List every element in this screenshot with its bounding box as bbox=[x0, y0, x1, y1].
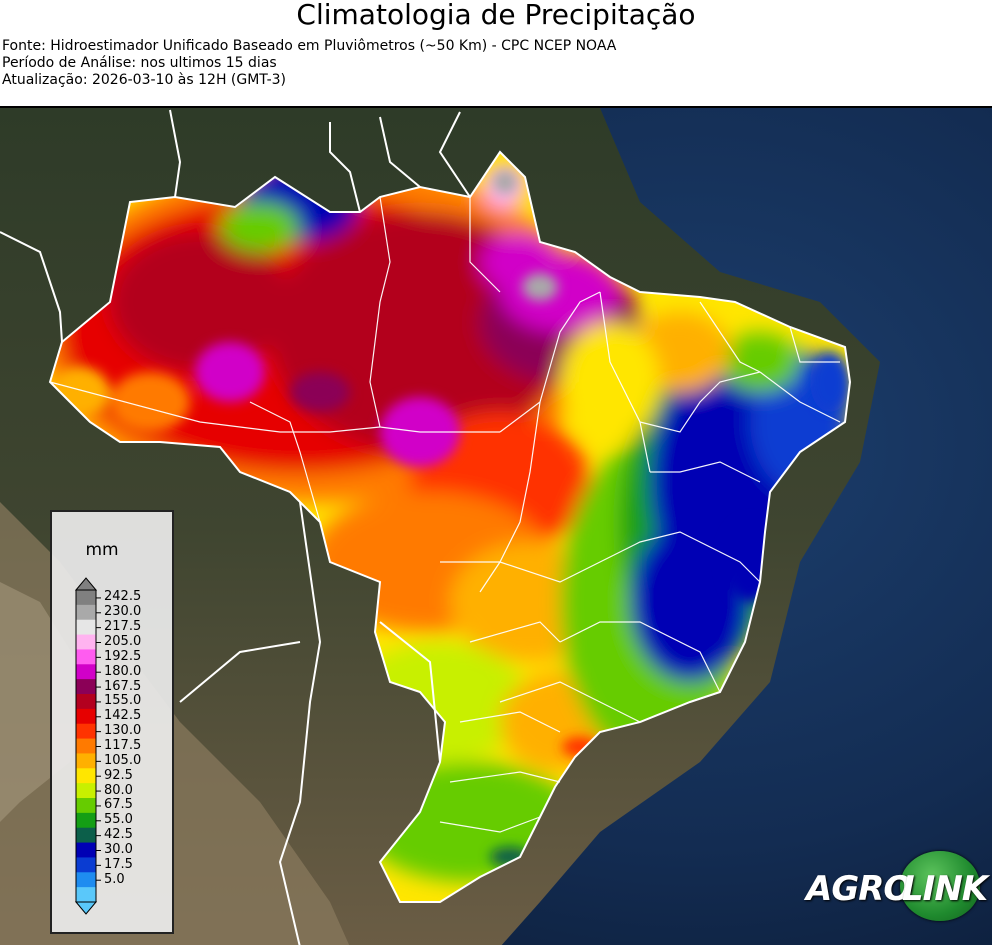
colorbar-tick-label: 155.0 bbox=[104, 693, 142, 709]
colorbar-top-arrow bbox=[74, 577, 98, 591]
colorbar-segment bbox=[76, 887, 96, 903]
colorbar-tick-label: 67.5 bbox=[104, 797, 133, 813]
colorbar-segment bbox=[76, 783, 96, 799]
colorbar-segment bbox=[76, 679, 96, 695]
colorbar-tick-label: 17.5 bbox=[104, 856, 133, 872]
colorbar-tick-label: 117.5 bbox=[104, 738, 142, 753]
colorbar-segment bbox=[76, 708, 96, 725]
period-text: Período de Análise: nos ultimos 15 dias bbox=[2, 55, 277, 71]
colorbar-tick-label: 242.5 bbox=[104, 589, 142, 605]
colorbar-tick-label: 42.5 bbox=[104, 827, 133, 843]
colorbar-segment bbox=[76, 753, 96, 769]
map-canvas bbox=[0, 108, 992, 945]
colorbar-tick-label: 80.0 bbox=[104, 782, 133, 798]
legend-unit-label: mm bbox=[85, 540, 119, 560]
colorbar-segment bbox=[76, 857, 96, 873]
colorbar-segment bbox=[76, 738, 96, 754]
boundary-lines bbox=[0, 109, 852, 945]
colorbar-segment bbox=[76, 634, 96, 650]
colorbar-segment bbox=[76, 872, 96, 888]
colorbar-tick-label: 130.0 bbox=[104, 723, 142, 739]
logo-circle-icon bbox=[900, 851, 980, 921]
colorbar-segment bbox=[76, 842, 96, 858]
colorbar-legend: mm 242.5 230.0 217.5 205.0 192.5 180.0 167.5 15… bbox=[50, 510, 174, 934]
update-text: Atualização: 2026-03-10 às 12H (GMT-3) bbox=[2, 72, 286, 88]
colorbar-tick-label: 92.5 bbox=[104, 767, 133, 783]
colorbar-segment bbox=[76, 694, 96, 710]
colorbar-tick-label: 55.0 bbox=[104, 812, 133, 828]
colorbar-tick-label: 205.0 bbox=[104, 634, 142, 649]
colorbar-segment bbox=[76, 649, 96, 665]
logo-text-link: LINK bbox=[902, 869, 988, 909]
colorbar-segment bbox=[76, 812, 96, 829]
colorbar-segment bbox=[76, 827, 96, 844]
agrolink-logo: AGRO LINK bbox=[806, 851, 988, 921]
colorbar bbox=[74, 577, 101, 915]
colorbar-segment bbox=[76, 664, 96, 680]
colorbar-bottom-arrow bbox=[74, 901, 98, 915]
colorbar-tick-label: 5.0 bbox=[104, 871, 125, 887]
colorbar-segment bbox=[76, 723, 96, 740]
colorbar-tick-label: 180.0 bbox=[104, 663, 142, 679]
colorbar-segment bbox=[76, 604, 96, 621]
colorbar-segment bbox=[76, 768, 96, 784]
colorbar-tick-label: 217.5 bbox=[104, 619, 142, 635]
logo-text-agro: AGRO bbox=[806, 869, 912, 909]
colorbar-segment bbox=[76, 619, 96, 636]
state-lines bbox=[49, 196, 841, 833]
colorbar-tick-label: 230.0 bbox=[104, 604, 142, 620]
colorbar-segment bbox=[76, 590, 96, 606]
colorbar-tick-label: 167.5 bbox=[104, 678, 142, 694]
colorbar-tick-label: 142.5 bbox=[104, 708, 142, 724]
colorbar-tick-label: 192.5 bbox=[104, 648, 142, 664]
colorbar-tick-label: 105.0 bbox=[104, 752, 142, 768]
source-text: Fonte: Hidroestimador Unificado Baseado … bbox=[2, 38, 617, 54]
colorbar-tick-label: 30.0 bbox=[104, 842, 133, 857]
precipitation-map bbox=[0, 106, 992, 945]
colorbar-segment bbox=[76, 798, 96, 814]
page-title: Climatologia de Precipitação bbox=[296, 0, 696, 31]
